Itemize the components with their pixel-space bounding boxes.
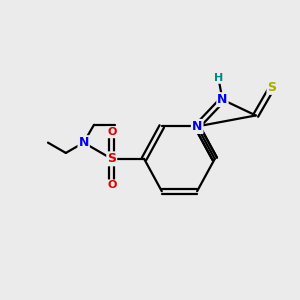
Text: N: N (217, 93, 228, 106)
Text: N: N (192, 120, 202, 133)
Text: H: H (214, 73, 223, 83)
Text: O: O (107, 180, 116, 190)
Text: S: S (268, 81, 277, 94)
Text: N: N (79, 136, 89, 149)
Text: O: O (107, 127, 116, 137)
Text: S: S (107, 152, 116, 165)
Text: N: N (192, 120, 202, 133)
